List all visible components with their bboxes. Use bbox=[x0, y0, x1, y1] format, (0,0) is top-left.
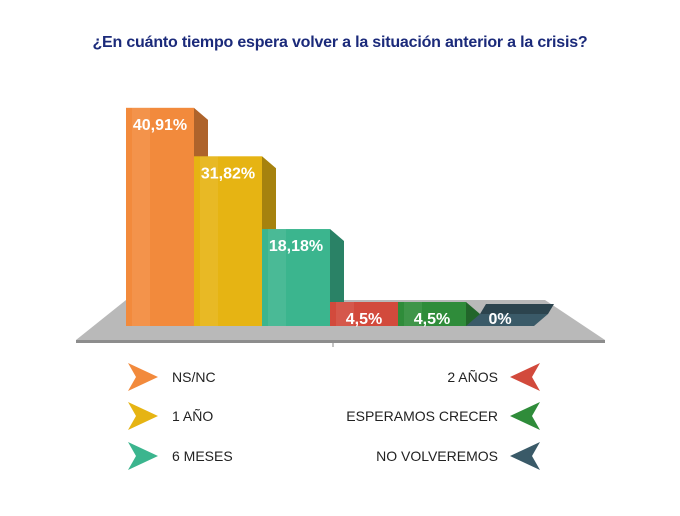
bar-side bbox=[330, 229, 344, 326]
legend-label: 6 MESES bbox=[172, 448, 233, 464]
bar-front bbox=[262, 229, 330, 326]
bar-shine bbox=[336, 302, 354, 326]
bar-shine bbox=[268, 229, 286, 326]
legend-item-2: 1 AÑO bbox=[128, 402, 213, 430]
legend-item-3: 6 MESES bbox=[128, 442, 233, 470]
legend-label: NS/NC bbox=[172, 369, 216, 385]
bar-front bbox=[398, 302, 466, 326]
legend-marker bbox=[128, 402, 158, 430]
chart-title: ¿En cuánto tiempo espera volver a la sit… bbox=[92, 34, 588, 51]
legend-marker bbox=[128, 442, 158, 470]
floor-edge bbox=[76, 340, 605, 343]
bar-top-far bbox=[480, 304, 554, 314]
legend-label: 2 AÑOS bbox=[447, 369, 498, 385]
bar-front bbox=[330, 302, 398, 326]
bar-6 bbox=[466, 304, 554, 326]
bar-top bbox=[466, 314, 548, 326]
bars: 40,91% 31,82% 18,18% 4,5% 4,5% 0% bbox=[126, 107, 554, 328]
legend-label: 1 AÑO bbox=[172, 408, 213, 424]
legend-label: ESPERAMOS CRECER bbox=[346, 408, 498, 424]
bar-value-label: 31,82% bbox=[201, 165, 255, 182]
bar-front bbox=[126, 107, 194, 327]
bar-value-label: 18,18% bbox=[269, 238, 323, 255]
bar-shine bbox=[200, 156, 218, 326]
bar-value-label: 40,91% bbox=[133, 117, 187, 134]
bar-value-label: 4,5% bbox=[414, 311, 450, 328]
legend-item-1: NS/NC bbox=[128, 363, 216, 391]
legend-marker bbox=[510, 402, 540, 430]
bar-shine bbox=[404, 302, 422, 326]
legend: NS/NC 1 AÑO 6 MESES 2 AÑOS ESPERAMOS CRECER N… bbox=[128, 363, 540, 470]
legend-marker bbox=[510, 442, 540, 470]
legend-item-5: ESPERAMOS CRECER bbox=[346, 402, 540, 430]
legend-item-4: 2 AÑOS bbox=[447, 363, 540, 391]
bar-value-label: 0% bbox=[488, 311, 511, 328]
legend-label: NO VOLVEREMOS bbox=[376, 448, 498, 464]
legend-item-6: NO VOLVEREMOS bbox=[376, 442, 540, 470]
bar-value-label: 4,5% bbox=[346, 311, 382, 328]
bar-front bbox=[194, 156, 262, 326]
legend-marker bbox=[510, 363, 540, 391]
bar-shine bbox=[132, 107, 150, 327]
bar-3 bbox=[262, 229, 344, 326]
legend-marker bbox=[128, 363, 158, 391]
